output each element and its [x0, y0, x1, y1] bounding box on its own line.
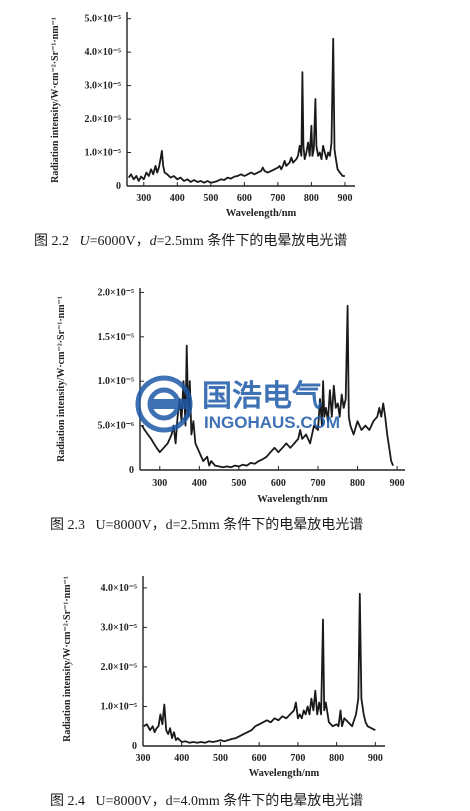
y-tick-label: 1.0×10⁻⁵ — [98, 376, 134, 387]
x-tick-label: 400 — [170, 193, 185, 204]
caption-text: U=8000V，d=2.5mm 条件下的电晕放电光谱 — [95, 518, 364, 533]
chart-2-4: 300 400 500 600 700 800 900 1.0×10⁻⁵ 2.0×10⁻⁵ 3.0… — [62, 576, 385, 779]
caption-prefix: 图 2.2 — [34, 234, 69, 249]
y-tick-label: 3.0×10⁻⁵ — [101, 622, 137, 633]
x-tick-label: 500 — [203, 193, 218, 204]
x-tick-label: 700 — [310, 478, 325, 489]
x-axis-label: Wavelength/nm — [257, 494, 328, 505]
y-axis-label: Radiation intensity/W·cm⁻²·Sr⁻¹·nm⁻¹ — [62, 576, 73, 742]
x-tick-label: 300 — [152, 478, 167, 489]
chart-2-3: 300 400 500 600 700 800 900 5.0×10⁻⁶ 1.0×10⁻⁵ 1.5… — [56, 287, 405, 505]
caption-2-4: 图 2.4 U=8000V，d=4.0mm 条件下的电晕放电光谱 — [50, 790, 363, 810]
figure-2-2: 300 400 500 600 700 800 900 1.0×10⁻⁵ 2.0×10⁻⁵ 3.0… — [0, 0, 470, 260]
watermark: 国浩电气 INGOHAUS.COM — [135, 375, 340, 433]
y-tick-label: 2.0×10⁻⁵ — [85, 114, 121, 125]
y-tick-label: 5.0×10⁻⁵ — [85, 14, 121, 25]
x-tick-label: 800 — [329, 753, 344, 764]
x-tick-label: 300 — [136, 193, 151, 204]
x-tick-label: 700 — [290, 753, 305, 764]
y-tick-label: 4.0×10⁻⁵ — [85, 47, 121, 58]
x-tick-label: 400 — [192, 478, 207, 489]
x-tick-label: 800 — [350, 478, 365, 489]
x-tick-label: 900 — [368, 753, 383, 764]
caption-prefix: 图 2.3 — [50, 518, 85, 533]
caption-2-3: 图 2.3 U=8000V，d=2.5mm 条件下的电晕放电光谱 — [50, 514, 363, 534]
spectrum-series-line — [141, 304, 394, 469]
y-zero-label: 0 — [129, 465, 134, 476]
x-tick-label: 900 — [337, 193, 352, 204]
y-axis-label: Radiation intensity/W·cm⁻²·Sr⁻¹·nm⁻¹ — [50, 17, 61, 183]
x-tick-label: 300 — [136, 753, 151, 764]
x-tick-label: 800 — [304, 193, 319, 204]
caption-d-text: =2.5mm 条件下的电晕放电光谱 — [156, 234, 348, 249]
caption-prefix: 图 2.4 — [50, 794, 85, 809]
y-tick-label: 1.0×10⁻⁵ — [85, 148, 121, 159]
y-tick-label: 1.0×10⁻⁵ — [101, 701, 137, 712]
x-axis-label: Wavelength/nm — [249, 768, 320, 779]
spectrum-series-line — [127, 37, 345, 184]
x-tick-label: 600 — [252, 753, 267, 764]
caption-2-2: 图 2.2 U=6000V，d=2.5mm 条件下的电晕放电光谱 — [34, 230, 347, 250]
x-tick-label: 600 — [271, 478, 286, 489]
caption-text: U=8000V，d=4.0mm 条件下的电晕放电光谱 — [95, 794, 364, 809]
y-zero-label: 0 — [132, 741, 137, 752]
watermark-name: 国浩电气 — [202, 380, 322, 413]
watermark-logo-icon — [135, 375, 193, 433]
x-tick-label: 500 — [231, 478, 246, 489]
watermark-url: INGOHAUS.COM — [204, 413, 340, 432]
caption-d-var: d — [149, 234, 157, 249]
spectrum-series-line — [143, 592, 376, 744]
y-tick-label: 3.0×10⁻⁵ — [85, 81, 121, 92]
x-tick-label: 900 — [390, 478, 405, 489]
figure-2-3: 300 400 500 600 700 800 900 5.0×10⁻⁶ 1.0×10⁻⁵ 1.5… — [0, 262, 470, 542]
x-axis-label: Wavelength/nm — [226, 208, 297, 219]
caption-u-var: U — [79, 234, 90, 249]
y-zero-label: 0 — [116, 181, 121, 192]
y-tick-label: 4.0×10⁻⁵ — [101, 583, 137, 594]
y-axis-label: Radiation intensity/W·cm⁻²·Sr⁻¹·nm⁻¹ — [56, 296, 67, 462]
chart-2-2: 300 400 500 600 700 800 900 1.0×10⁻⁵ 2.0×10⁻⁵ 3.0… — [50, 12, 355, 219]
y-tick-label: 1.5×10⁻⁵ — [98, 332, 134, 343]
x-tick-label: 400 — [174, 753, 189, 764]
x-tick-label: 700 — [270, 193, 285, 204]
y-tick-label: 2.0×10⁻⁵ — [101, 662, 137, 673]
y-tick-label: 2.0×10⁻⁵ — [98, 287, 134, 298]
figure-2-4: 300 400 500 600 700 800 900 1.0×10⁻⁵ 2.0×10⁻⁵ 3.0… — [0, 556, 470, 811]
y-tick-label: 5.0×10⁻⁶ — [98, 421, 134, 432]
caption-text: =6000V， — [89, 234, 150, 249]
x-tick-label: 500 — [213, 753, 228, 764]
x-tick-label: 600 — [237, 193, 252, 204]
